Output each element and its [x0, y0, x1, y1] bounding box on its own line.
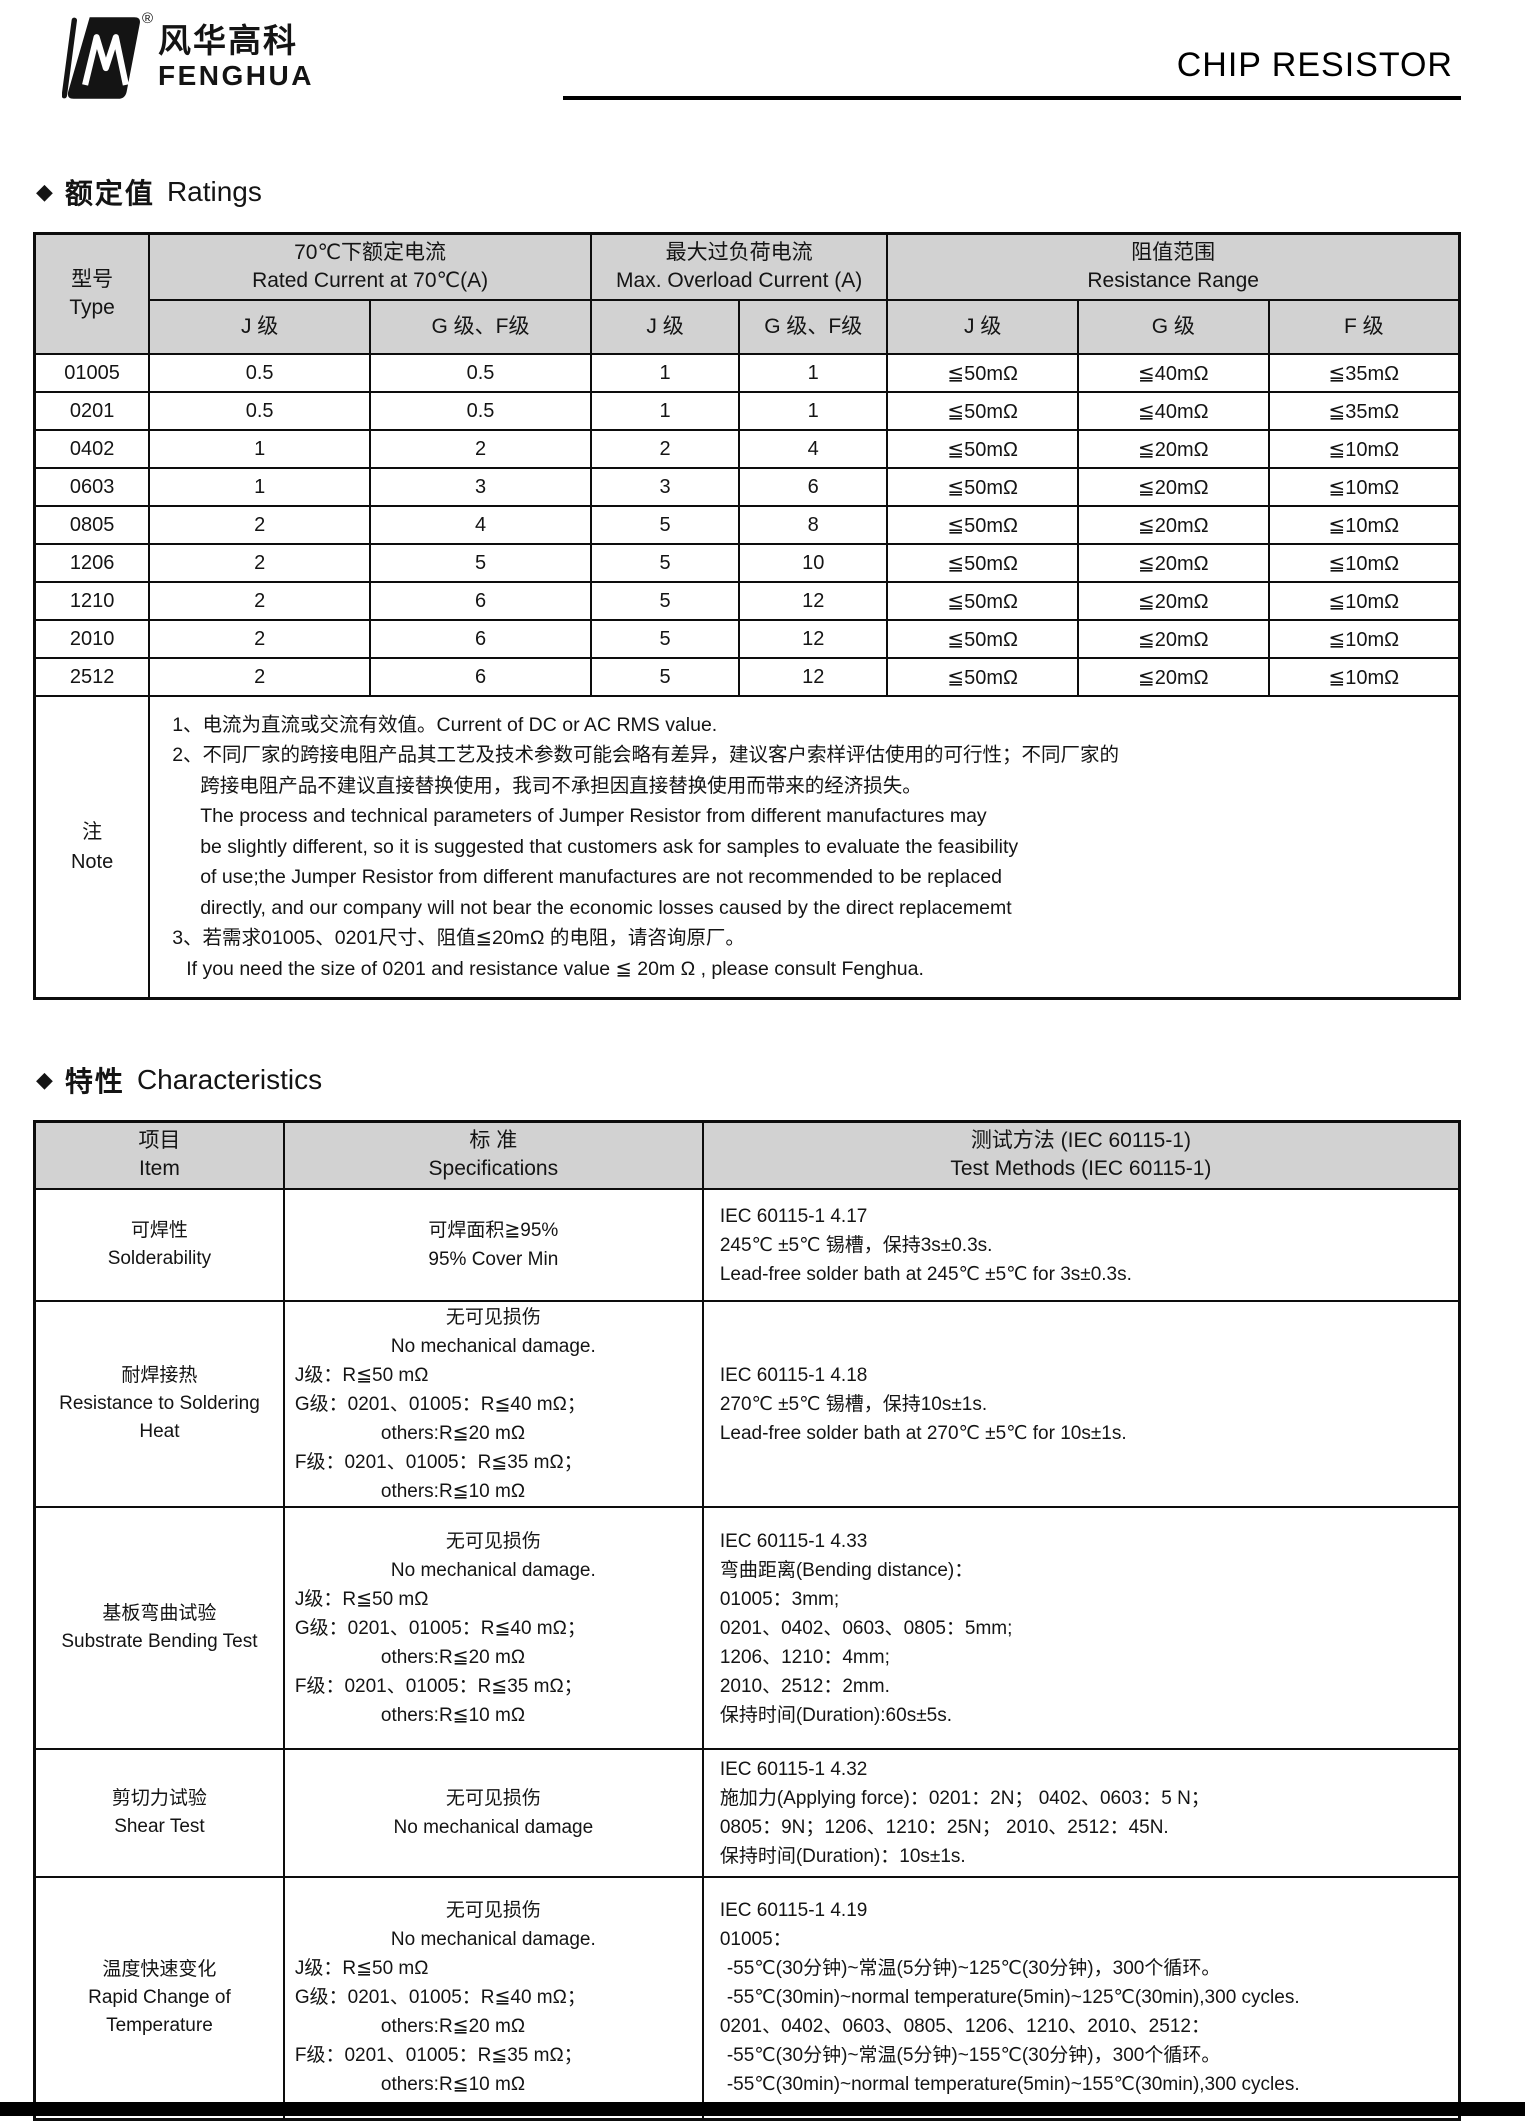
characteristics-section-heading: ◆ 特性 Characteristics [36, 1000, 1525, 1100]
note-lines: 1、电流为直流或交流有效值。Current of DC or AC RMS va… [172, 713, 1120, 980]
table-row: 0201 0.5 0.5 1 1 ≦50mΩ ≦40mΩ ≦35mΩ [33, 391, 1461, 431]
subcol-resistance-g: G 级 [1076, 299, 1270, 355]
col-header-specifications: 标 准 Specifications [282, 1120, 704, 1190]
ratings-title-en: Ratings [166, 176, 262, 207]
table-row: 0402 1 2 2 4 ≦50mΩ ≦20mΩ ≦10mΩ [33, 429, 1461, 469]
subcol-rated-j: J 级 [148, 299, 372, 355]
test-cell: IEC 60115-1 4.17 245℃ ±5℃ 锡槽，保持3s±0.3s. Le… [701, 1188, 1461, 1302]
col-header-type-cn: 型号 [71, 268, 114, 291]
spec-cell: 无可见损伤 No mechanical damage. J级：R≦50 mΩ G级：0… [282, 1876, 704, 2120]
characteristics-title-cn: 特性 [64, 1065, 125, 1097]
characteristics-table: 项目 Item 标 准 Specifications 测试方法 (IEC 601… [33, 1119, 1461, 2121]
table-row-solderability: 可焊性 Solderability 可焊面积≧95% 95% Cover Min … [33, 1188, 1461, 1302]
spec-cell: 无可见损伤 No mechanical damage. J级：R≦50 mΩ G级：0… [282, 1300, 704, 1508]
characteristics-title-en: Characteristics [136, 1063, 323, 1095]
diamond-icon: ◆ [36, 179, 53, 204]
col-header-type: 型号 Type [33, 232, 151, 355]
page-title: CHIP RESISTOR [1176, 46, 1453, 84]
ratings-table: 型号 Type 70℃下额定电流 Rated Current at 70℃(A)… [33, 232, 1461, 1000]
fenghua-logo-icon [62, 17, 140, 99]
ratings-section-heading: ◆ 额定值 Ratings [36, 106, 1525, 212]
col-group-rated-current: 70℃下额定电流 Rated Current at 70℃(A) [148, 232, 592, 301]
table-row: 2512 2 6 5 12 ≦50mΩ ≦20mΩ ≦10mΩ [33, 657, 1461, 697]
col-group-overload-current: 最大过负荷电流 Max. Overload Current (A) [589, 232, 889, 301]
brand-name-chinese: 风华高科 [158, 22, 298, 59]
spec-cell: 无可见损伤 No mechanical damage. J级：R≦50 mΩ G级：0… [282, 1506, 704, 1750]
col-header-type-en: Type [69, 296, 115, 319]
table-row: 1206 2 5 5 10 ≦50mΩ ≦20mΩ ≦10mΩ [33, 543, 1461, 583]
subcol-overload-gf: G 级、F级 [738, 299, 889, 355]
item-cell: 可焊性 Solderability [33, 1188, 285, 1302]
item-cell: 温度快速变化 Rapid Change of Temperature [33, 1876, 285, 2120]
registered-trademark-icon: ® [142, 10, 154, 27]
test-cell: IEC 60115-1 4.18 270℃ ±5℃ 锡槽，保持10s±1s. Lea… [701, 1300, 1461, 1508]
table-row-rapid-temperature-change: 温度快速变化 Rapid Change of Temperature 无可见损伤… [33, 1876, 1461, 2120]
test-cell: IEC 60115-1 4.32 施加力(Applying force)：0201… [701, 1748, 1461, 1878]
table-row: 1210 2 6 5 12 ≦50mΩ ≦20mΩ ≦10mΩ [33, 581, 1461, 621]
table-row: 2010 2 6 5 12 ≦50mΩ ≦20mΩ ≦10mΩ [33, 619, 1461, 659]
note-row: 注 Note 1、电流为直流或交流有效值。Current of DC or AC… [33, 695, 1461, 999]
test-cell: IEC 60115-1 4.19 01005： -55℃(30分钟)~常温(5分钟)… [701, 1876, 1461, 2120]
table-row-shear-test: 剪切力试验 Shear Test 无可见损伤 No mechanical dama… [33, 1748, 1461, 1878]
table-row-substrate-bending: 基板弯曲试验 Substrate Bending Test 无可见损伤 No me… [33, 1506, 1461, 1750]
test-cell: IEC 60115-1 4.33 弯曲距离(Bending distance)： 0… [701, 1506, 1461, 1750]
table-row: 0805 2 4 5 8 ≦50mΩ ≦20mΩ ≦10mΩ [33, 505, 1461, 545]
footer-bar [0, 2102, 1525, 2116]
subcol-overload-j: J 级 [589, 299, 741, 355]
diamond-icon: ◆ [36, 1066, 53, 1092]
subcol-resistance-j: J 级 [886, 299, 1079, 355]
brand-name-english: FENGHUA [158, 60, 314, 91]
table-row-soldering-heat: 耐焊接热 Resistance to Soldering Heat 无可见损伤 N… [33, 1300, 1461, 1508]
subcol-resistance-f: F 级 [1267, 299, 1461, 355]
ratings-title-cn: 额定值 [64, 178, 155, 209]
page-header: ® 风华高科 FENGHUA CHIP RESISTOR [0, 0, 1525, 106]
col-header-item: 项目 Item [33, 1120, 285, 1190]
item-cell: 基板弯曲试验 Substrate Bending Test [33, 1506, 285, 1750]
subcol-rated-gf: G 级、F级 [369, 299, 592, 355]
brand-block: 风华高科 FENGHUA [158, 24, 314, 90]
table-row: 0603 1 3 3 6 ≦50mΩ ≦20mΩ ≦10mΩ [33, 467, 1461, 507]
header-rule [563, 96, 1461, 100]
note-content: 1、电流为直流或交流有效值。Current of DC or AC RMS va… [148, 695, 1461, 999]
item-cell: 剪切力试验 Shear Test [33, 1748, 285, 1878]
col-header-test-methods: 测试方法 (IEC 60115-1) Test Methods (IEC 601… [701, 1120, 1461, 1190]
item-cell: 耐焊接热 Resistance to Soldering Heat [33, 1300, 285, 1508]
col-group-resistance-range: 阻值范围 Resistance Range [886, 232, 1461, 301]
table-row: 01005 0.5 0.5 1 1 ≦50mΩ ≦40mΩ ≦35mΩ [33, 353, 1461, 393]
spec-cell: 无可见损伤 No mechanical damage [282, 1748, 704, 1878]
spec-cell: 可焊面积≧95% 95% Cover Min [282, 1188, 704, 1302]
note-label: 注 Note [33, 695, 151, 999]
